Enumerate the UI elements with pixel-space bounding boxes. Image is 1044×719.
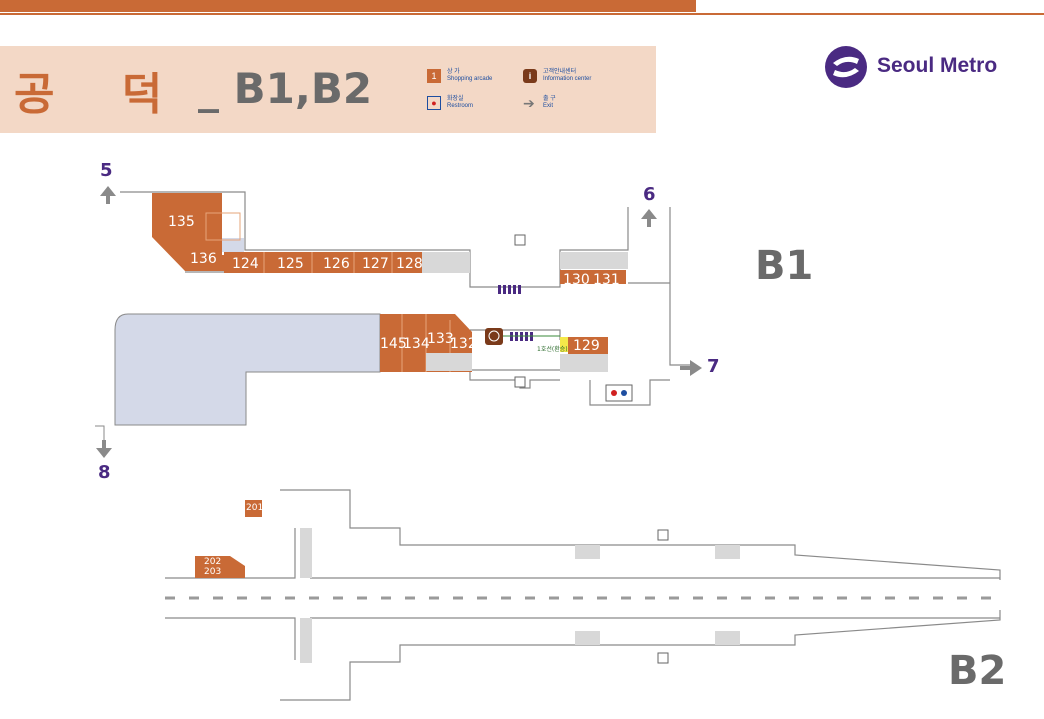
shop-129: [568, 337, 608, 354]
b2-stairs-4: [715, 631, 740, 645]
shop-128-label: 128: [396, 256, 423, 272]
shop-132-label: 132: [450, 336, 477, 352]
b2-stairs-3: [575, 631, 600, 645]
b2-lower-outline: [280, 610, 1001, 701]
shop-row-130-131: [560, 270, 626, 284]
shop-202-203: [195, 556, 245, 578]
legend-label-en: Exit: [543, 103, 554, 109]
floor-b1-label: B1: [755, 243, 814, 289]
shop-133-label: 133: [427, 331, 454, 347]
shop-131-label: 131: [593, 272, 620, 288]
shop-124-label: 124: [232, 256, 259, 272]
seoul-metro-logo-icon: [825, 46, 867, 88]
legend-label-en: Restroom: [447, 103, 474, 109]
exit-7-arrow: [680, 360, 702, 376]
exit-8-label: 8: [98, 462, 111, 483]
ticket-gates-upper: [498, 285, 521, 294]
stairs-lower-right: [560, 354, 608, 372]
exit-7-label: 7: [707, 356, 720, 377]
top-accent-bar: [0, 0, 696, 12]
restroom-area-outline: [589, 379, 670, 406]
shop-145-label: 145: [380, 336, 407, 352]
shop-203-label: 203: [204, 567, 222, 577]
stairs-lower-left: [426, 353, 472, 371]
shop-201-label: 201: [246, 503, 264, 513]
shop-129-label: 129: [573, 338, 600, 354]
exit-6-label: 6: [643, 184, 656, 205]
seoul-metro-logo: Seoul Metro: [823, 45, 1023, 89]
floor-b2-label: B2: [948, 648, 1007, 694]
exit-arrow-icon: ➔: [523, 95, 535, 111]
stairs-upper-left: [422, 252, 470, 273]
exit-5-arrow: [100, 186, 116, 204]
legend-label-en: Information center: [543, 76, 592, 82]
b2-upper-outline: [280, 489, 1001, 580]
top-accent-line: [0, 13, 1044, 15]
legend-label-ko: 출 구: [543, 96, 556, 102]
logo-text: Seoul Metro: [877, 54, 998, 77]
transfer-small-label: 1호선(환승): [537, 346, 568, 353]
information-center-icon: [485, 328, 503, 345]
elevator-icon-upper: [514, 234, 526, 246]
floor-title: _ B1,B2: [198, 64, 373, 113]
station-name: 공 덕: [14, 69, 189, 120]
shop-136-label: 136: [190, 251, 217, 267]
b2-stairs-1: [575, 545, 600, 559]
shop-row-124-128: [224, 252, 422, 273]
legend-label-ko: 화장실: [447, 96, 464, 102]
restroom-icon: [605, 384, 633, 402]
legend-label-en: Shopping arcade: [447, 76, 493, 82]
b2-elevator-upper: [657, 529, 669, 541]
shop-126-label: 126: [323, 256, 350, 272]
shop-125-label: 125: [277, 256, 304, 272]
b1-upper-outline: [120, 191, 629, 288]
shop-127-label: 127: [362, 256, 389, 272]
exit-8-arrow: [96, 440, 112, 458]
b1-concourse-small: [222, 238, 244, 252]
b2-stairs-lower-left: [300, 618, 312, 663]
b1-concourse-area: [114, 313, 381, 426]
header-panel: 공 덕 _ B1,B2 1 상 가 Shopping arcade i 고객안내센…: [0, 46, 656, 133]
b2-stairs-upper-left: [300, 528, 312, 578]
shop-134-label: 134: [403, 336, 430, 352]
transfer-marker: [560, 337, 568, 352]
shopping-arcade-icon: 1: [427, 69, 441, 83]
stairs-upper-right: [560, 252, 628, 269]
shop-202-label: 202: [204, 557, 222, 567]
elevator-icon-lower: [514, 376, 526, 388]
shop-201: [245, 500, 262, 517]
restroom-icon: ●: [427, 96, 441, 110]
shop-135-label: 135: [168, 214, 195, 230]
b2-stairs-2: [715, 545, 740, 559]
exit-5-label: 5: [100, 160, 113, 181]
shop-block-135-136: [152, 193, 246, 271]
legend-label-ko: 고객안내센터: [543, 69, 577, 75]
b2-elevator-lower: [657, 652, 669, 664]
information-center-icon: i: [523, 69, 537, 83]
exit-6-arrow: [641, 209, 657, 227]
shop-130-label: 130: [563, 272, 590, 288]
b1-right-corridor: [669, 207, 690, 366]
legend-label-ko: 상 가: [447, 69, 460, 75]
